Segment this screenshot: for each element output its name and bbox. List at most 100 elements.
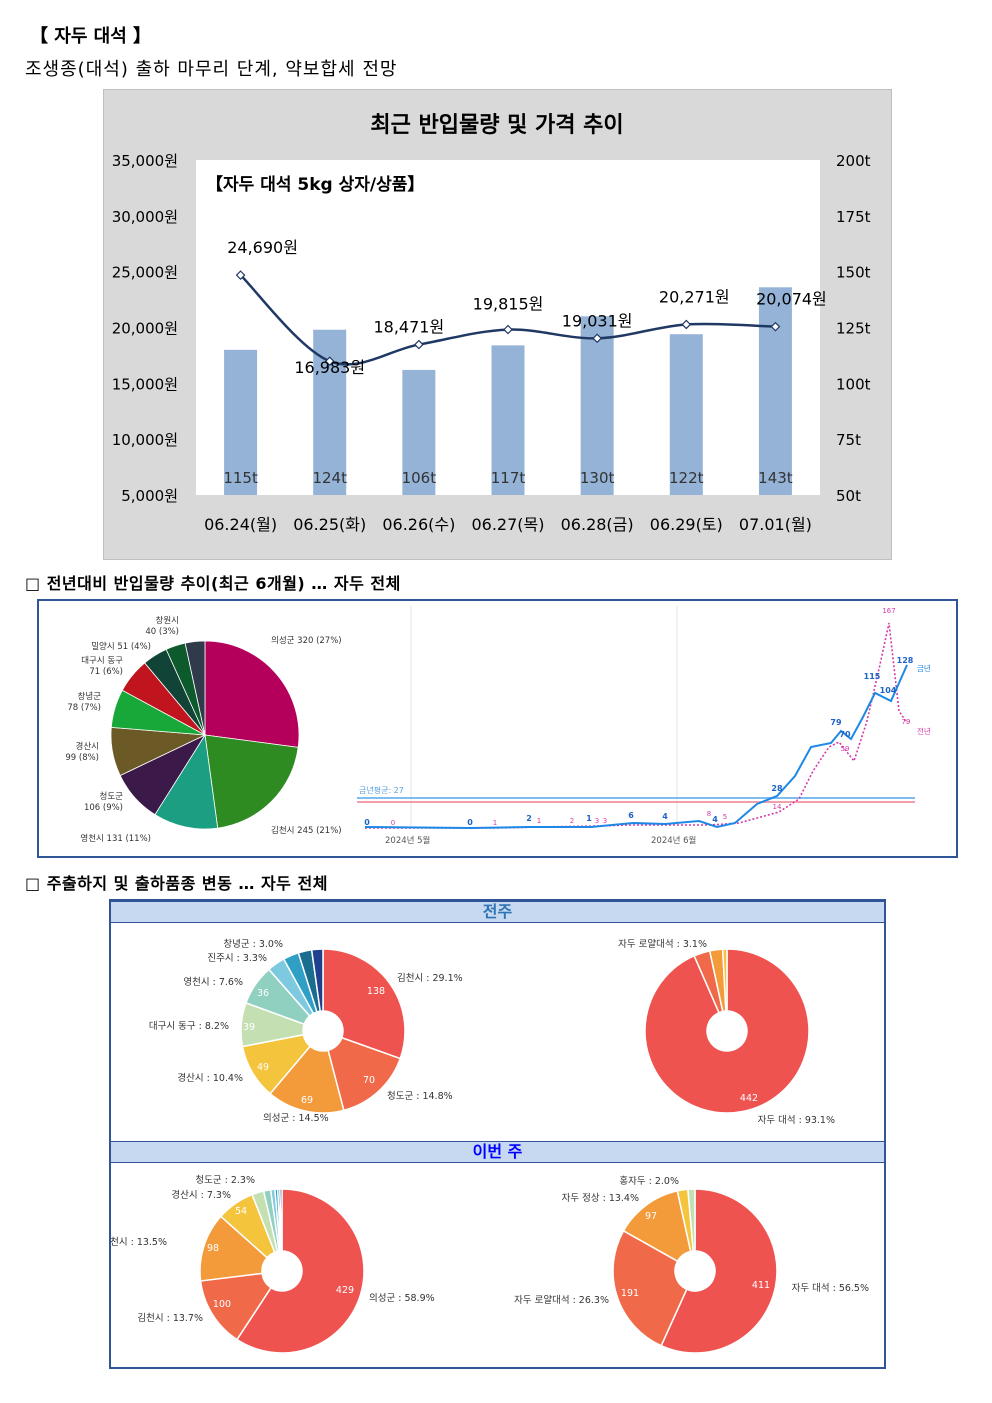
volume-bar-label: 106t	[402, 469, 437, 487]
last-year-value-label: 167	[882, 607, 895, 615]
pie-slice	[622, 1190, 692, 1263]
y-left-tick-label: 5,000원	[121, 487, 178, 505]
donut-value-label: 39	[243, 1022, 255, 1033]
x-tick-label: 07.01(월)	[739, 515, 812, 534]
prev-week-header: 전주	[111, 901, 884, 923]
donut-value-label: 69	[301, 1095, 313, 1106]
pie-slice	[199, 1272, 273, 1341]
price-label: 16,983원	[294, 358, 365, 377]
pie-label: 106 (9%)	[84, 803, 123, 813]
y-right-tick-label: 50t	[836, 487, 861, 505]
last-year-value-label: 3	[595, 817, 599, 825]
this-year-value-label: 79	[830, 718, 842, 727]
volume-bar	[758, 287, 792, 495]
yoy-volume-heading: □ 전년대비 반입물량 추이(최근 6개월) … 자두 전체	[25, 570, 401, 594]
last-year-value-label: 2	[570, 817, 574, 825]
y-left-tick-label: 35,000원	[112, 152, 178, 170]
pie-slice	[204, 640, 300, 748]
donut-category-label: 의성군 : 14.5%	[263, 1113, 329, 1124]
last-year-value-label: 0	[391, 819, 395, 827]
pie-label: 밀양시 51 (4%)	[91, 641, 151, 652]
yoy-volume-svg: 의성군 320 (27%) 김천시 245 (21%) 영천시 131 (11%) 청…	[65, 606, 931, 846]
this-year-value-label: 28	[771, 784, 783, 793]
section-title: 【 자두 대석 】	[30, 26, 152, 47]
donut-category-label: 청도군 : 2.3%	[195, 1175, 255, 1186]
price-volume-chart: 최근 반입물량 및 가격 추이 【자두 대석 5kg 상자/상품】 5,000원…	[103, 89, 892, 560]
pie-slice	[279, 1188, 283, 1252]
donut-category-label: 김천시 : 29.1%	[397, 972, 463, 984]
pie-slice	[327, 1036, 402, 1112]
legend-last-year: 전년	[917, 726, 931, 736]
price-point	[324, 356, 335, 367]
donut-value-label: 191	[621, 1288, 639, 1299]
volume-bar	[224, 349, 258, 495]
x-axis-label: 2024년 5월	[385, 835, 430, 846]
volume-bar	[580, 316, 614, 495]
price-point	[414, 339, 424, 350]
volume-bar-label: 115t	[223, 469, 258, 487]
donut-category-label: 김천시 : 13.7%	[137, 1312, 203, 1324]
donut-category-label: 영천시 : 7.6%	[183, 977, 243, 988]
donut-category-label: 경산시 : 10.4%	[177, 1072, 243, 1084]
y-right-tick-label: 75t	[836, 431, 861, 449]
volume-bar-label: 124t	[312, 469, 347, 487]
this-year-value-label: 2	[526, 814, 532, 823]
price-label: 20,074원	[756, 290, 827, 309]
price-point	[503, 324, 513, 335]
y-left-tick-label: 15,000원	[112, 375, 178, 393]
pie-label: 청도군	[100, 792, 124, 802]
y-right-tick-label: 125t	[836, 320, 871, 338]
last-year-value-label: 1	[537, 817, 541, 825]
y-left-tick-label: 20,000원	[112, 320, 178, 338]
pie-slice	[644, 948, 810, 1114]
y-right-tick-label: 200t	[836, 152, 871, 170]
donut-category-label: 청도군 : 14.8%	[387, 1091, 453, 1102]
this-year-line	[364, 664, 908, 830]
donut-category-label: 영천시 : 13.5%	[111, 1237, 167, 1248]
pie-slice	[235, 1188, 365, 1354]
price-label: 20,271원	[659, 287, 730, 306]
pie-slice	[687, 1188, 696, 1252]
y-left-tick-label: 10,000원	[112, 431, 178, 449]
this-year-value-label: 0	[364, 818, 370, 827]
donut-category-label: 홍자두 : 2.0%	[619, 1175, 679, 1187]
pie-label: 의성군 320 (27%)	[271, 635, 342, 646]
pie-label: 경산시	[76, 741, 99, 752]
donut-category-label: 대구시 동구 : 8.2%	[149, 1021, 229, 1032]
pie-label: 영천시 131 (11%)	[80, 833, 151, 844]
y-right-tick-label: 100t	[836, 375, 871, 393]
volume-bar-label: 122t	[669, 469, 704, 487]
this-year-value-label: 4	[712, 815, 718, 824]
volume-bar	[669, 334, 703, 495]
pie-label: 99 (8%)	[65, 753, 99, 763]
pie-label: 71 (6%)	[89, 667, 123, 677]
x-tick-label: 06.25(화)	[293, 515, 366, 534]
volume-bar-label: 117t	[491, 469, 526, 487]
x-tick-label: 06.24(월)	[204, 515, 277, 534]
price-volume-chart-svg: 최근 반입물량 및 가격 추이 【자두 대석 5kg 상자/상품】 5,000원…	[112, 113, 871, 534]
volume-bar	[402, 369, 436, 495]
donut-value-label: 70	[363, 1075, 375, 1086]
donut-category-label: 경산시 : 7.3%	[171, 1189, 231, 1201]
this-year-value-label: 6	[628, 811, 634, 820]
this-year-value-label: 128	[897, 656, 914, 665]
this-week-header: 이번 주	[111, 1141, 884, 1163]
yoy-volume-heading-text: □ 전년대비 반입물량 추이(최근 6개월) … 자두 전체	[25, 574, 401, 593]
last-year-value-label: 8	[707, 810, 711, 818]
price-label: 19,815원	[473, 295, 544, 314]
pie-slice	[154, 733, 219, 830]
donut-value-label: 442	[740, 1093, 758, 1104]
this-year-value-label: 1	[586, 814, 592, 823]
price-label: 18,471원	[373, 318, 444, 337]
this-year-value-label: 4	[662, 812, 668, 821]
pie-slice	[184, 640, 206, 736]
donut-category-label: 자두 대석 : 56.5%	[792, 1283, 869, 1294]
donut-value-label: 36	[257, 988, 269, 999]
price-point	[235, 270, 246, 280]
pie-label: 대구시 동구	[81, 656, 123, 666]
donut-value-label: 100	[213, 1299, 231, 1310]
donut-value-label: 411	[752, 1280, 770, 1291]
price-label: 24,690원	[227, 238, 298, 257]
x-axis-label: 2024년 6월	[651, 835, 696, 846]
pie-slice	[721, 948, 728, 1012]
